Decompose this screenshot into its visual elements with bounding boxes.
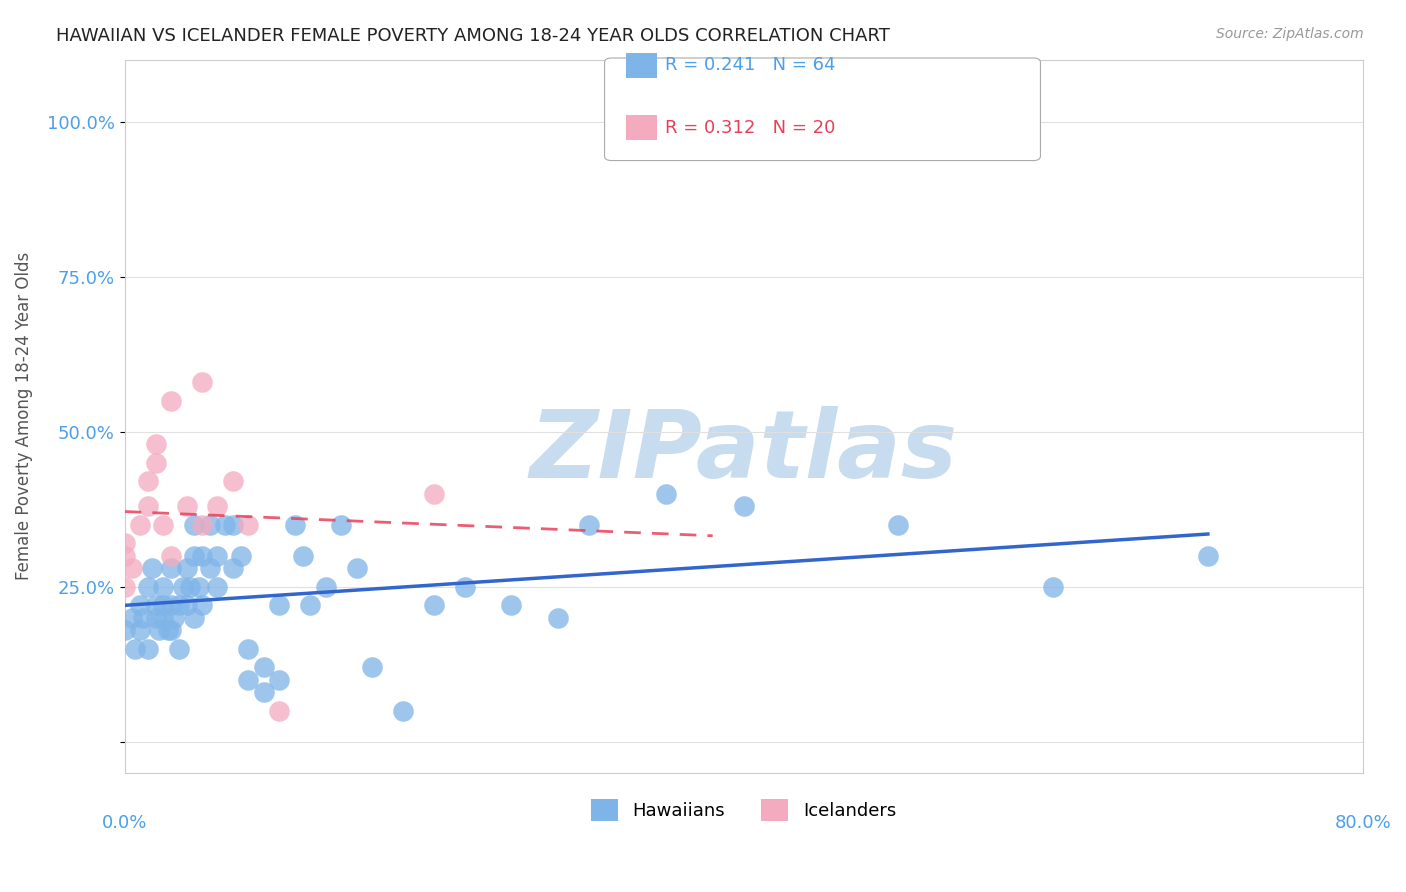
Point [179,580,201,594]
Point [136,475,159,489]
Point [191,517,214,532]
Point [152,599,174,613]
Point [136,580,159,594]
Point [114,549,136,563]
Point [129,623,152,637]
Point [222,475,245,489]
Point [187,580,209,594]
Legend: Hawaiians, Icelanders: Hawaiians, Icelanders [583,791,904,828]
Text: ZIPatlas: ZIPatlas [530,406,957,498]
Point [145,610,167,624]
Point [121,561,143,575]
Point [253,660,276,674]
Point [176,499,198,513]
Point [136,499,159,513]
Text: R = 0.241   N = 64: R = 0.241 N = 64 [665,56,835,74]
Point [222,517,245,532]
Point [191,375,214,389]
Point [152,517,174,532]
Point [148,623,170,637]
Point [238,517,260,532]
Point [160,623,183,637]
Point [269,673,291,687]
Point [291,549,314,563]
Text: Source: ZipAtlas.com: Source: ZipAtlas.com [1216,27,1364,41]
Point [198,561,221,575]
Point [578,517,600,532]
Point [176,561,198,575]
Point [176,599,198,613]
Point [129,599,152,613]
Point [392,704,415,718]
Point [238,673,260,687]
Point [167,641,190,656]
Point [330,517,353,532]
Point [269,599,291,613]
Point [145,599,167,613]
Point [152,610,174,624]
Point [253,685,276,699]
Point [121,610,143,624]
Point [1197,549,1219,563]
Point [454,580,477,594]
Point [284,517,307,532]
Point [222,561,245,575]
Point [887,517,910,532]
Point [547,610,569,624]
Text: 0.0%: 0.0% [101,814,148,832]
Text: R = 0.312   N = 20: R = 0.312 N = 20 [665,119,835,136]
Point [207,499,229,513]
Point [423,599,446,613]
Point [160,393,183,408]
Point [183,517,205,532]
Point [136,641,159,656]
Point [160,561,183,575]
Point [124,641,146,656]
Point [145,456,167,470]
Point [156,623,179,637]
Point [238,641,260,656]
Point [361,660,384,674]
Point [207,580,229,594]
Point [1042,580,1064,594]
Point [183,549,205,563]
Point [160,549,183,563]
Point [160,599,183,613]
Point [207,549,229,563]
Point [655,486,678,500]
Point [145,437,167,451]
Point [183,610,205,624]
Point [191,549,214,563]
Point [733,499,755,513]
Point [129,517,152,532]
Point [163,610,186,624]
Point [114,536,136,550]
Y-axis label: Female Poverty Among 18-24 Year Olds: Female Poverty Among 18-24 Year Olds [15,252,32,581]
Point [229,549,252,563]
Point [198,517,221,532]
Text: 80.0%: 80.0% [1334,814,1391,832]
Point [315,580,337,594]
Point [114,623,136,637]
Point [299,599,322,613]
Point [423,486,446,500]
Point [214,517,236,532]
Point [167,599,190,613]
Point [132,610,155,624]
Point [172,580,194,594]
Point [141,561,163,575]
Point [152,580,174,594]
Point [191,599,214,613]
Point [114,580,136,594]
Point [346,561,368,575]
Text: HAWAIIAN VS ICELANDER FEMALE POVERTY AMONG 18-24 YEAR OLDS CORRELATION CHART: HAWAIIAN VS ICELANDER FEMALE POVERTY AMO… [56,27,890,45]
Point [269,704,291,718]
Point [501,599,523,613]
